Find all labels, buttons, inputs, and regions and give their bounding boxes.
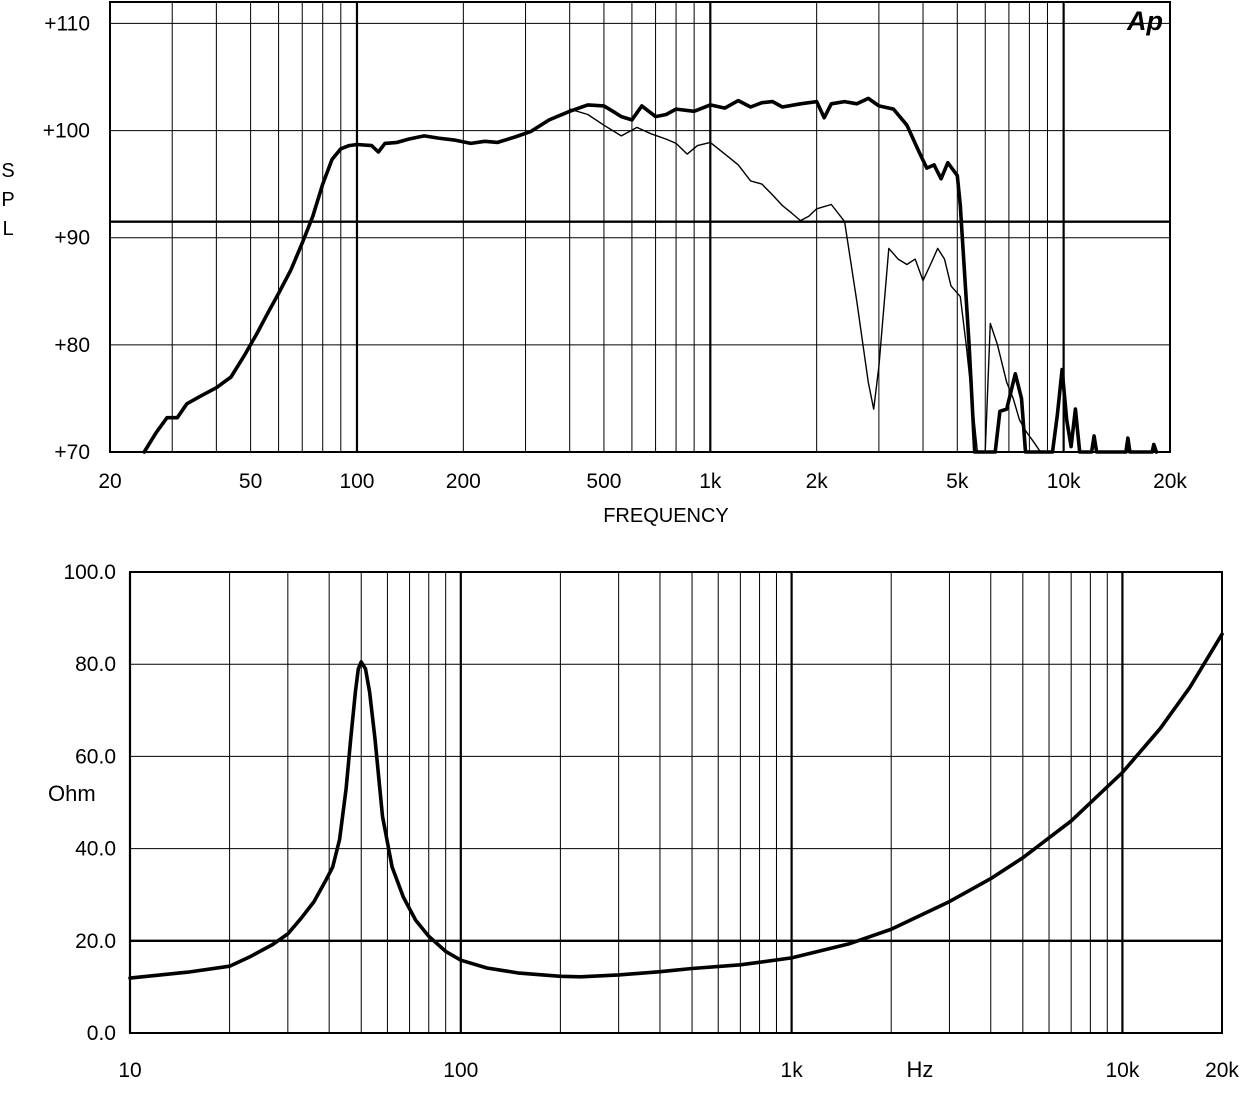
y-tick-label: 0.0 — [87, 1022, 116, 1045]
y-tick-label: +80 — [54, 334, 90, 357]
y-tick-label: +110 — [44, 12, 90, 35]
impedance-x-axis-label: Hz — [907, 1057, 934, 1082]
y-tick-label: 100.0 — [63, 561, 116, 584]
spl-y-axis-label: SPL — [1, 160, 14, 240]
x-tick-label: 500 — [586, 470, 621, 493]
impedance-plot-frame — [129, 571, 1223, 1034]
x-tick-label: 1k — [699, 470, 722, 493]
y-axis-label-letter: S — [1, 160, 14, 182]
y-axis-label-letter: P — [1, 189, 14, 211]
impedance-series — [128, 632, 1224, 980]
spl-tick-labels: 20 50 100 200 500 1k 2k 5k 10k 20k +70 +80 +90 +100 +1… — [43, 12, 1188, 493]
impedance-y-axis-label: Ohm — [48, 781, 96, 806]
series-line-2 — [569, 108, 1042, 453]
spl-x-axis-label: FREQUENCY — [603, 505, 729, 527]
y-tick-label: 40.0 — [75, 838, 116, 861]
x-tick-label: 10 — [118, 1059, 141, 1082]
x-tick-label: 10k — [1047, 470, 1081, 493]
x-tick-label: 20k — [1153, 470, 1187, 493]
x-tick-label: 10k — [1105, 1059, 1139, 1082]
ap-logo: Ap — [1126, 6, 1163, 36]
spl-series — [142, 96, 1159, 454]
series-line-1 — [142, 96, 1159, 454]
spl-chart: 20 50 100 200 500 1k 2k 5k 10k 20k +70 +80 +90 +100 +1… — [1, 1, 1188, 527]
x-tick-label: 200 — [446, 470, 481, 493]
x-tick-label: 5k — [946, 470, 969, 493]
impedance-grid — [128, 571, 1223, 1034]
impedance-chart: 10 100 1k 10k 20k 0.0 20.0 40.0 60.0 80.0 100.0 Oh… — [48, 561, 1239, 1082]
x-tick-label: 20k — [1205, 1059, 1239, 1082]
x-tick-label: 50 — [239, 470, 262, 493]
x-tick-label: 20 — [98, 470, 121, 493]
y-tick-label: 80.0 — [75, 653, 116, 676]
impedance-tick-labels: 10 100 1k 10k 20k 0.0 20.0 40.0 60.0 80.0 100.0 — [63, 561, 1239, 1082]
x-tick-label: 100 — [443, 1059, 478, 1082]
y-tick-label: 60.0 — [75, 745, 116, 768]
y-tick-label: +90 — [54, 227, 90, 250]
y-tick-label: +100 — [43, 120, 90, 143]
x-tick-label: 100 — [339, 470, 374, 493]
x-tick-label: 1k — [781, 1059, 804, 1082]
series-line-1 — [128, 632, 1224, 980]
x-tick-label: 2k — [806, 470, 829, 493]
y-tick-label: 20.0 — [75, 930, 116, 953]
y-tick-label: +70 — [54, 441, 90, 464]
spl-plot-frame — [109, 1, 1171, 453]
y-axis-label-letter: L — [2, 218, 13, 240]
